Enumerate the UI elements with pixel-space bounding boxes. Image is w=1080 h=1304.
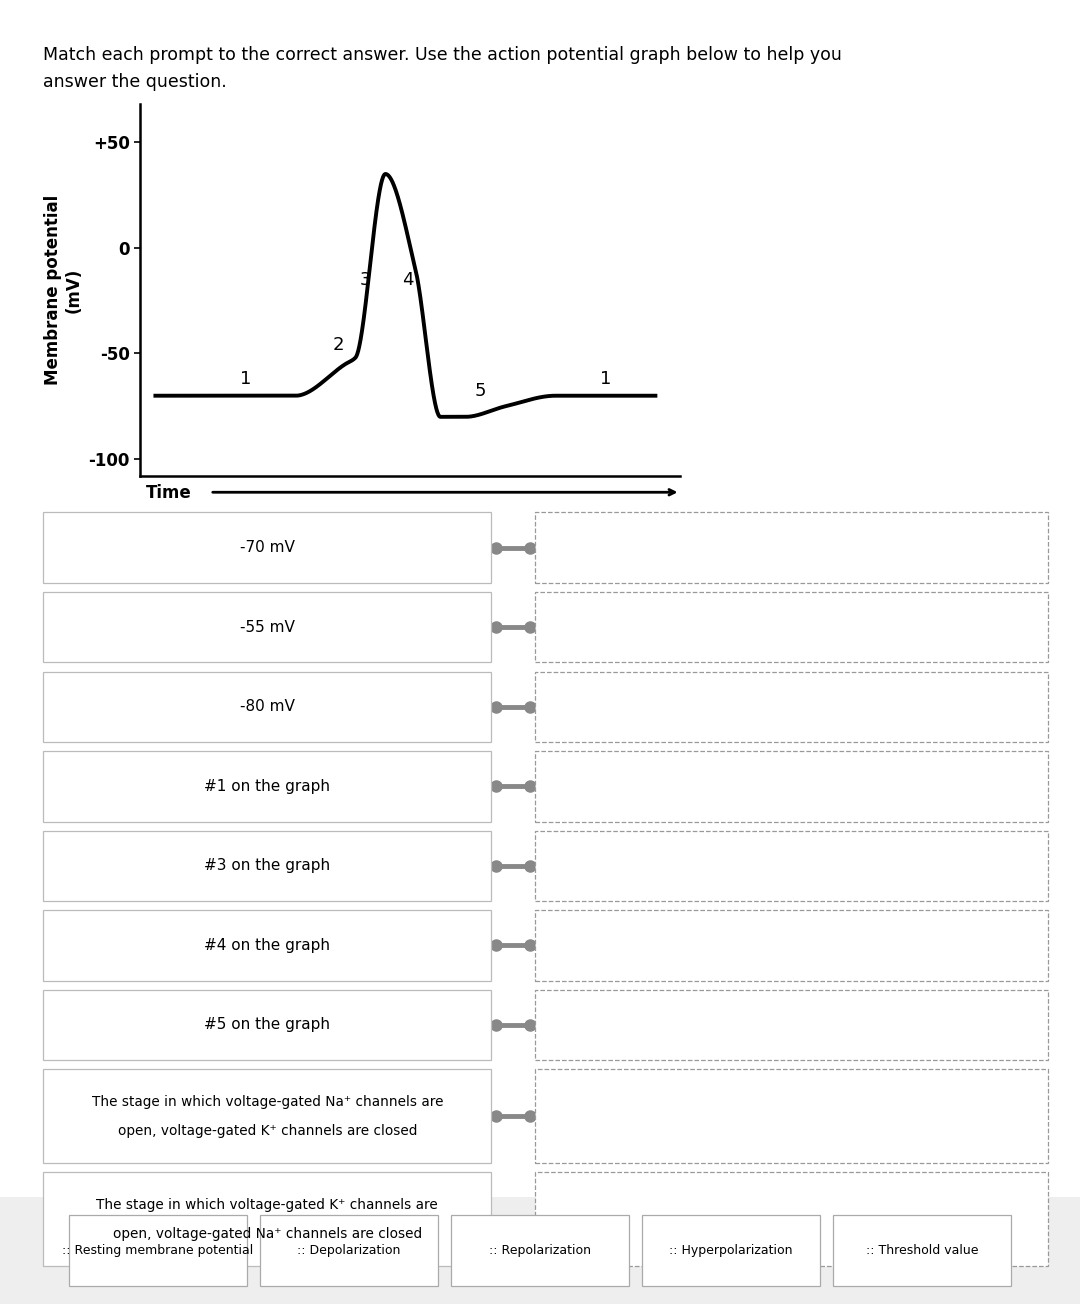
Y-axis label: Membrane potential
(mV): Membrane potential (mV) (44, 196, 83, 385)
Text: :: Hyperpolarization: :: Hyperpolarization (670, 1244, 793, 1257)
Text: -80 mV: -80 mV (240, 699, 295, 715)
Text: The stage in which voltage-gated K⁺ channels are: The stage in which voltage-gated K⁺ chan… (96, 1198, 438, 1211)
Text: open, voltage-gated Na⁺ channels are closed: open, voltage-gated Na⁺ channels are clo… (112, 1227, 422, 1240)
Text: The stage in which voltage-gated Na⁺ channels are: The stage in which voltage-gated Na⁺ cha… (92, 1095, 443, 1108)
Text: #4 on the graph: #4 on the graph (204, 938, 330, 953)
Text: 5: 5 (474, 382, 486, 400)
Text: Time: Time (146, 484, 191, 502)
Text: 4: 4 (402, 271, 414, 288)
Text: :: Threshold value: :: Threshold value (866, 1244, 978, 1257)
Text: :: Resting membrane potential: :: Resting membrane potential (62, 1244, 254, 1257)
Text: :: Depolarization: :: Depolarization (297, 1244, 401, 1257)
Text: 1: 1 (599, 370, 611, 387)
Text: 3: 3 (360, 271, 372, 288)
Text: 2: 2 (333, 336, 343, 355)
Text: -55 mV: -55 mV (240, 619, 295, 635)
Text: open, voltage-gated K⁺ channels are closed: open, voltage-gated K⁺ channels are clos… (118, 1124, 417, 1137)
Text: 1: 1 (240, 370, 251, 387)
Text: #3 on the graph: #3 on the graph (204, 858, 330, 874)
Text: -70 mV: -70 mV (240, 540, 295, 556)
Text: Match each prompt to the correct answer. Use the action potential graph below to: Match each prompt to the correct answer.… (43, 46, 842, 91)
Text: #1 on the graph: #1 on the graph (204, 778, 330, 794)
Text: #5 on the graph: #5 on the graph (204, 1017, 330, 1033)
Text: :: Repolarization: :: Repolarization (489, 1244, 591, 1257)
